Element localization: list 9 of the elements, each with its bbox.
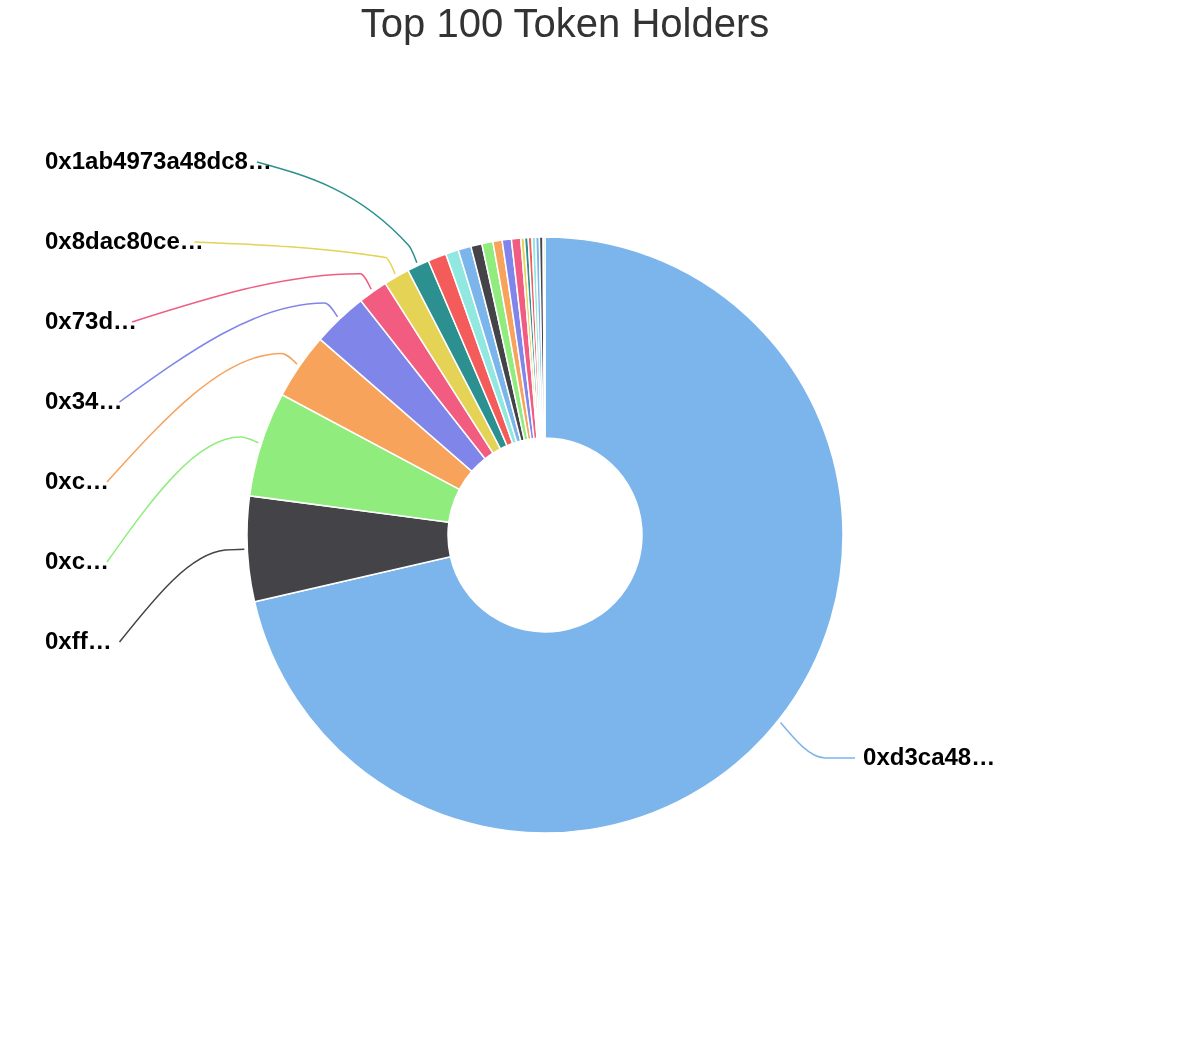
slice-label: 0xff…: [45, 627, 112, 654]
slice-label: 0x1ab4973a48dc8…: [45, 147, 272, 174]
slice-label: 0x34…: [45, 387, 123, 414]
slice-label: 0x8dac80ce…: [45, 227, 204, 254]
slice-label: 0xc…: [45, 467, 110, 494]
slice-label: 0xd3ca48…: [863, 742, 996, 770]
chart-title: Top 100 Token Holders: [360, 1, 770, 45]
slice-label: 0xc…: [45, 547, 110, 574]
slice-label: 0x73d…: [45, 307, 138, 334]
